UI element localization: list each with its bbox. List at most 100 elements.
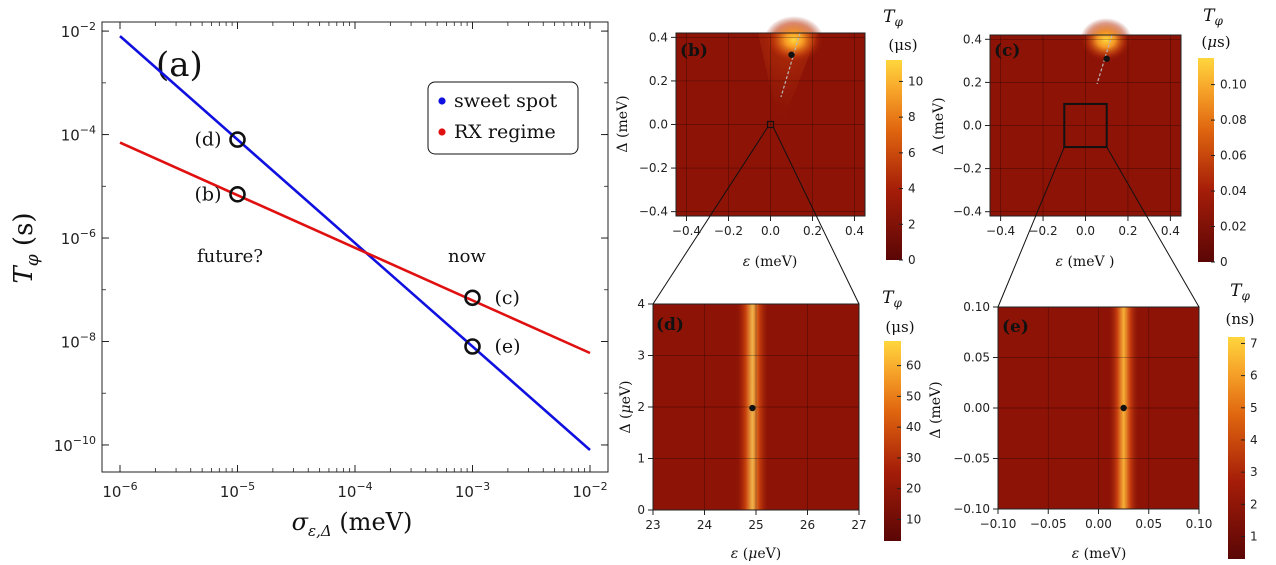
colorbar-tick-label: 0 (908, 253, 916, 267)
heatmap-b-grid (676, 33, 865, 216)
colorbar-tick-label: 60 (906, 359, 921, 373)
x-tick-label: −0.4 (986, 224, 1015, 238)
y-tick-label: 10−4 (61, 124, 96, 145)
y-tick-label: −0.2 (639, 161, 668, 175)
colorbar-tick-label: 0.02 (1220, 220, 1247, 234)
y-tick-label: 0.0 (963, 119, 982, 133)
colorbar-tick-label: 6 (1250, 369, 1258, 383)
colorbar-e-unit: (ns) (1225, 310, 1254, 328)
x-tick-label: −0.10 (980, 517, 1017, 531)
panel-c-label: (c) (994, 41, 1020, 61)
marker-label: (d) (195, 129, 222, 151)
panel-d-label: (d) (656, 315, 684, 335)
colorbar-c-unit: (μs) (1201, 33, 1230, 51)
y-tick-label: 10−8 (61, 330, 96, 351)
marker-label: (b) (195, 183, 222, 205)
marker-circle (229, 186, 246, 203)
marker-label: (c) (495, 287, 520, 309)
panel-a: (a) 10−6 10−5 10−4 10−3 10−2 10−2 10−4 10−6 10−… (9, 20, 609, 540)
colorbar-tick-label: 40 (906, 420, 921, 434)
colorbar-e-ticks: 1 2 3 4 5 6 7 (1241, 336, 1258, 543)
y-tick-label: 0.05 (963, 351, 990, 365)
colorbar-e (1228, 337, 1245, 559)
colorbar-tick-label: 8 (908, 110, 916, 124)
svg-text:Tφ (s): Tφ (s) (9, 212, 43, 283)
panel-a-label: (a) (156, 45, 203, 85)
colorbar-tick-label: 20 (906, 482, 921, 496)
x-tick-label: 10−6 (102, 480, 137, 501)
y-tick-label: 0 (637, 503, 645, 517)
x-tick-label: −0.05 (1030, 517, 1067, 531)
legend-box (427, 81, 579, 155)
legend-marker-rx-regime (438, 128, 446, 136)
colorbar-tick-label: 4 (908, 182, 916, 196)
x-tick-label: 23 (645, 518, 660, 532)
y-tick-label: −0.2 (953, 162, 982, 176)
y-tick-label: −0.4 (953, 205, 982, 219)
x-tick-label: 26 (800, 518, 815, 532)
colorbar-tick-label: 10 (908, 74, 923, 88)
colorbar-d-title: Tφ (882, 288, 902, 310)
zoom-line-c-e-left (997, 146, 1065, 308)
marker-label: (e) (495, 336, 521, 358)
panel-a-y-ticks: 10−2 10−4 10−6 10−8 10−10 (54, 20, 608, 455)
colorbar-tick-label: 50 (906, 389, 921, 403)
heatmap-d-peak-point (749, 404, 756, 412)
x-tick-label: 0.0 (1076, 224, 1095, 238)
panel-b-label: (b) (680, 41, 708, 61)
panel-e-label: (e) (1002, 317, 1029, 337)
series-line-RX-regime (119, 141, 591, 355)
panel-d-ylabel: Δ (μeV) (618, 381, 634, 434)
panel-a-markers: (d) (b) (c) (e) (195, 129, 521, 358)
heatmap-b-ridge (780, 32, 801, 98)
colorbar-tick-label: 5 (1250, 401, 1258, 415)
colorbar-tick-label: 0.08 (1220, 113, 1247, 127)
legend: sweet spot RX regime (427, 81, 579, 155)
x-tick-label: 10−3 (455, 480, 490, 501)
y-tick-label: −0.10 (953, 502, 990, 516)
y-tick-label: 0.4 (963, 32, 982, 46)
colorbar-tick-label: 0.04 (1220, 184, 1247, 198)
x-tick-label: 0.4 (845, 224, 864, 238)
panel-a-x-ticks: 10−6 10−5 10−4 10−3 10−2 (102, 22, 608, 501)
y-tick-label: 2 (637, 400, 645, 414)
colorbar-b-unit: (μs) (888, 36, 917, 54)
colorbar-b-ticks: 0 2 4 6 8 10 (899, 74, 923, 267)
panel-c-xlabel: ε (meV ) (1055, 254, 1114, 270)
panel-b-ylabel: Δ (meV) (615, 95, 631, 152)
colorbar-d-unit: (μs) (885, 318, 914, 336)
heatmap-c-zoom-box (1063, 102, 1108, 149)
x-tick-label: 0.0 (761, 224, 780, 238)
colorbar-b (886, 60, 902, 260)
marker-circle (464, 338, 481, 355)
x-tick-label: 0.4 (1161, 224, 1180, 238)
y-tick-label: 10−2 (61, 20, 96, 41)
y-tick-label: 10−10 (54, 434, 96, 455)
heatmap-c-grid (990, 35, 1181, 216)
colorbar-tick-label: 4 (1250, 433, 1258, 447)
colorbar-c (1198, 58, 1214, 262)
heatmap-b-zoom-box (766, 120, 775, 129)
annotation-now: now (448, 246, 486, 267)
series-line-sweet-spot (119, 35, 591, 451)
colorbar-c-title: Tφ (1203, 6, 1223, 28)
x-tick-label: −0.2 (714, 224, 743, 238)
colorbar-tick-label: 2 (908, 217, 916, 231)
x-tick-label: 0.10 (1186, 517, 1213, 531)
panel-b: (b) −0.4 −0.2 0.0 0.2 0.4 −0.4 −0.2 0.0 0.2 0.4 ε… (615, 7, 923, 270)
legend-marker-sweet-spot (438, 97, 446, 105)
y-tick-label: 0.4 (649, 30, 668, 44)
panel-a-xlabel: σε,Δ (meV) (292, 508, 413, 540)
x-tick-label: 0.2 (1118, 224, 1137, 238)
heatmap-e-peak-point (1120, 404, 1127, 412)
x-tick-label: 0.05 (1135, 517, 1162, 531)
colorbar-c-ticks: 0 0.02 0.04 0.06 0.08 0.10 (1211, 78, 1247, 269)
heatmap-c-peak-point (1103, 55, 1110, 62)
panel-c: (c) −0.4 −0.2 0.0 0.2 0.4 −0.4 −0.2 0.0 0.2 0.4 ε… (931, 6, 1247, 270)
heatmap-e-background (998, 307, 1199, 509)
colorbar-e-title: Tφ (1230, 281, 1250, 303)
heatmap-c-background (990, 35, 1181, 216)
zoom-line-b-d-right (773, 127, 860, 305)
colorbar-tick-label: 0.10 (1220, 78, 1247, 92)
